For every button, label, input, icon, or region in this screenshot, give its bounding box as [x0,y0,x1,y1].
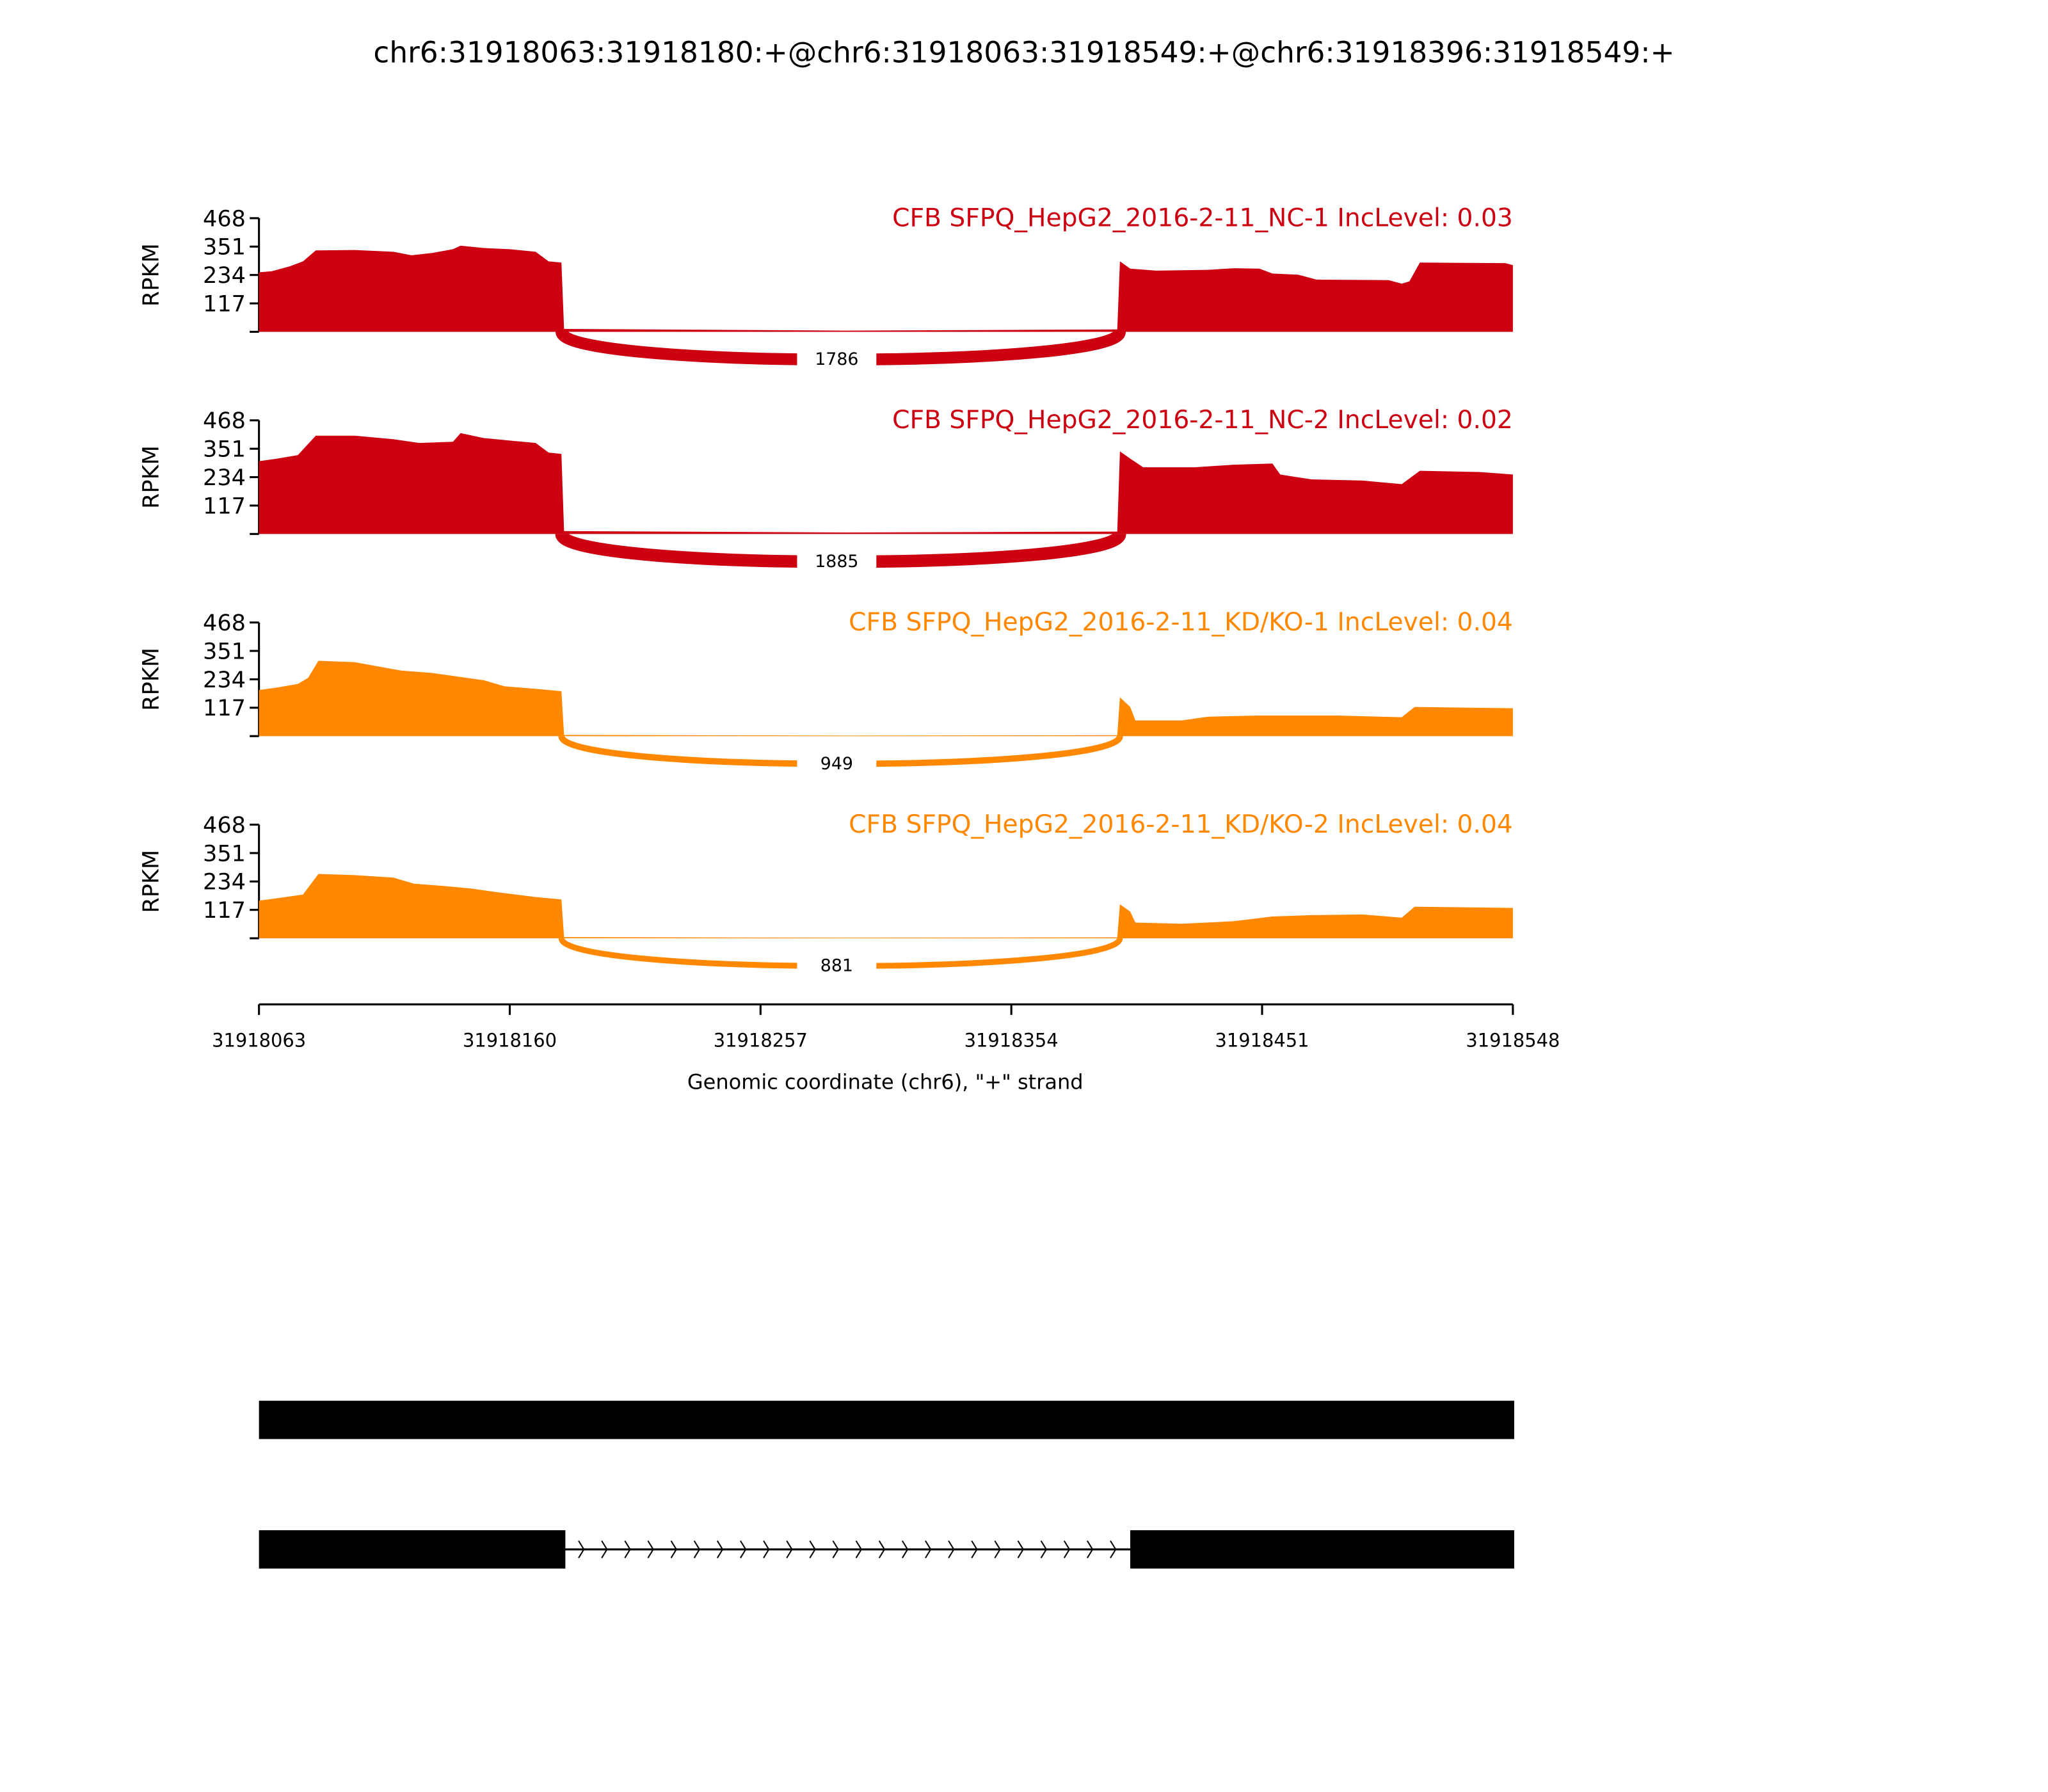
strand-arrow-icon [971,1540,978,1558]
strand-arrow-icon [740,1540,747,1558]
strand-arrow-icon [763,1540,770,1558]
gene-tracks [259,1400,1514,1569]
strand-arrow-icon [1040,1540,1048,1558]
sample-label: CFB SFPQ_HepG2_2016-2-11_NC-1 IncLevel: … [892,204,1513,232]
sample-label: CFB SFPQ_HepG2_2016-2-11_NC-2 IncLevel: … [892,406,1513,435]
strand-arrow-icon [809,1540,816,1558]
junction-count: 949 [820,754,853,774]
junction-label-bg [797,751,877,773]
y-axis-label: RPKM [138,850,164,913]
coverage-area [259,245,1513,332]
strand-arrow-icon [1086,1540,1094,1558]
y-tick-label: 234 [203,667,246,693]
y-tick-label: 351 [203,234,246,260]
coverage-area [259,433,1513,534]
x-tick-label: 31918451 [1215,1029,1309,1051]
strand-arrow-icon [1017,1540,1024,1558]
junction-count: 1885 [815,552,858,572]
strand-arrow-icon [601,1540,608,1558]
junction-count: 881 [820,956,853,976]
y-axis-label: RPKM [138,243,164,307]
strand-arrow-icon [693,1540,701,1558]
y-tick-label: 351 [203,436,246,463]
x-tick-label: 31918160 [463,1029,557,1051]
y-tick-label: 351 [203,840,246,867]
sample-label: CFB SFPQ_HepG2_2016-2-11_KD/KO-1 IncLeve… [849,608,1513,637]
x-tick-label: 31918354 [964,1029,1059,1051]
transcript [259,1530,1514,1569]
y-tick-label: 117 [203,695,246,721]
y-tick-label: 468 [203,205,246,232]
strand-arrow-icon [647,1540,654,1558]
y-tick-label: 117 [203,291,246,317]
y-tick-label: 468 [203,408,246,434]
strand-arrow-icon [948,1540,955,1558]
y-tick-label: 117 [203,897,246,924]
y-tick-label: 234 [203,262,246,289]
strand-arrow-icon [1110,1540,1117,1558]
y-tick-label: 468 [203,812,246,838]
strand-arrow-icon [716,1540,724,1558]
strand-arrow-icon [901,1540,909,1558]
strand-arrow-icon [1063,1540,1071,1558]
x-axis-label: Genomic coordinate (chr6), "+" strand [687,1069,1084,1094]
y-tick-label: 117 [203,493,246,519]
y-axis-label: RPKM [138,648,164,711]
x-tick-label: 31918548 [1466,1029,1560,1051]
y-tick-label: 351 [203,638,246,664]
x-axis: 31918063 31918160 31918257 31918354 31918451… [212,1003,1560,1051]
junction-count: 1786 [815,349,858,369]
transcript [259,1400,1514,1439]
exon [1130,1530,1514,1569]
junction-label-bg [797,550,877,572]
exon [259,1400,1514,1439]
strand-arrow-icon [878,1540,886,1558]
exon [259,1530,566,1569]
x-tick-label: 31918063 [212,1029,306,1051]
strand-arrow-icon [925,1540,932,1558]
strand-arrow-icon [832,1540,839,1558]
sample-label: CFB SFPQ_HepG2_2016-2-11_KD/KO-2 IncLeve… [849,810,1513,839]
junction-label-bg [797,954,877,975]
x-tick-label: 31918257 [714,1029,808,1051]
junction-label-bg [797,348,877,369]
strand-arrow-icon [624,1540,631,1558]
strand-arrow-icon [670,1540,678,1558]
y-axis-label: RPKM [138,445,164,509]
coverage-area [259,660,1513,737]
y-tick-label: 234 [203,869,246,895]
y-tick-label: 468 [203,610,246,636]
strand-arrow-icon [578,1540,585,1558]
strand-arrow-icon [994,1540,1001,1558]
chart-title: chr6:31918063:31918180:+@chr6:31918063:3… [373,35,1674,69]
strand-arrow-icon [786,1540,793,1558]
y-tick-label: 234 [203,465,246,491]
coverage-area [259,874,1513,939]
strand-arrow-icon [855,1540,863,1558]
